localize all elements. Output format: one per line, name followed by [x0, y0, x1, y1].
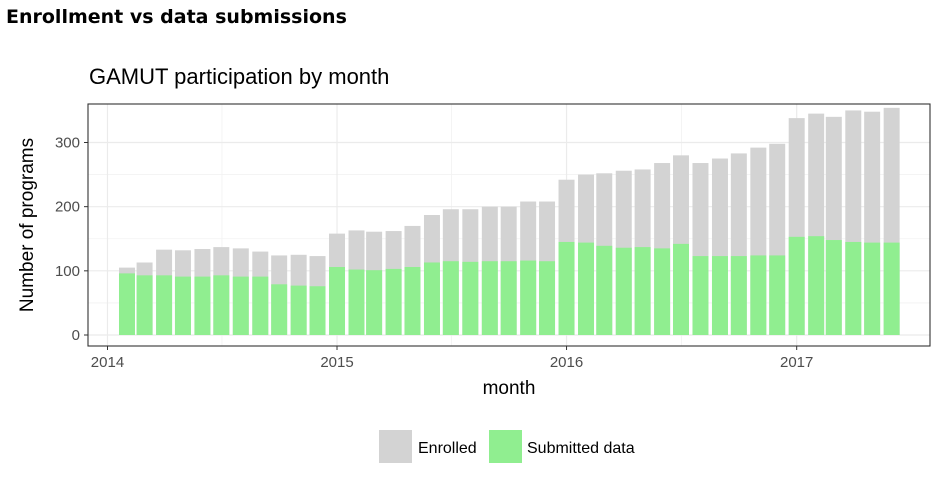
- y-tick-label: 100: [55, 263, 80, 280]
- bar-submitted: [769, 255, 786, 335]
- bar-submitted: [654, 248, 671, 335]
- bar-submitted: [615, 247, 632, 335]
- legend-swatch-submitted: [489, 430, 522, 463]
- chart-title: GAMUT participation by month: [89, 64, 389, 89]
- bar-submitted: [252, 276, 269, 335]
- bar-submitted: [692, 256, 709, 335]
- bar-submitted: [539, 261, 556, 335]
- y-axis-label: Number of programs: [17, 138, 38, 312]
- legend-label-submitted: Submitted data: [527, 440, 635, 457]
- bar-submitted: [232, 276, 249, 335]
- bar-submitted: [520, 260, 537, 335]
- axes: 0 100 200 300 2014 2015 2016 2017: [55, 135, 813, 372]
- bar-submitted: [423, 262, 440, 335]
- bar-submitted: [290, 285, 307, 335]
- bar-submitted: [672, 243, 689, 335]
- bar-submitted: [309, 286, 326, 335]
- page-heading: Enrollment vs data submissions: [6, 6, 347, 28]
- bar-submitted: [634, 247, 651, 335]
- x-tick-label: 2015: [320, 354, 353, 371]
- bar-submitted: [385, 268, 402, 335]
- bar-submitted: [481, 261, 498, 335]
- legend-label-enrolled: Enrolled: [418, 440, 477, 457]
- bars: [118, 107, 900, 336]
- x-axis-label: month: [483, 378, 536, 399]
- bar-submitted: [194, 276, 211, 335]
- bar-submitted: [845, 241, 862, 335]
- legend: Enrolled Submitted data: [379, 430, 635, 463]
- x-tick-label: 2016: [550, 354, 583, 371]
- bar-submitted: [578, 242, 595, 335]
- bar-submitted: [174, 276, 191, 335]
- bar-submitted: [883, 242, 900, 335]
- bar-submitted: [558, 241, 575, 335]
- x-tick-label: 2017: [780, 354, 813, 371]
- y-tick-label: 200: [55, 199, 80, 216]
- y-tick-label: 300: [55, 135, 80, 152]
- plot-border: [87, 103, 931, 347]
- bar-submitted: [808, 236, 825, 335]
- x-tick-label: 2014: [91, 354, 124, 371]
- legend-swatch-enrolled: [379, 430, 412, 463]
- bar-submitted: [156, 275, 173, 335]
- bar-submitted: [711, 256, 728, 335]
- bar-submitted: [366, 270, 383, 335]
- bar-submitted: [329, 266, 346, 335]
- bar-submitted: [213, 275, 230, 335]
- bar-submitted: [730, 256, 747, 335]
- bar-submitted: [462, 261, 479, 335]
- bar-submitted: [136, 275, 153, 335]
- bar-submitted: [750, 255, 767, 335]
- bar-submitted: [348, 269, 365, 335]
- bar-submitted: [788, 236, 805, 335]
- y-tick-label: 0: [72, 327, 80, 344]
- bar-submitted: [118, 273, 135, 335]
- bar-submitted: [825, 240, 842, 335]
- bar-submitted: [442, 261, 459, 335]
- bar-submitted: [404, 266, 421, 335]
- bar-submitted: [596, 245, 613, 335]
- bar-submitted: [271, 284, 288, 335]
- bar-submitted: [500, 261, 517, 335]
- bar-submitted: [864, 242, 881, 335]
